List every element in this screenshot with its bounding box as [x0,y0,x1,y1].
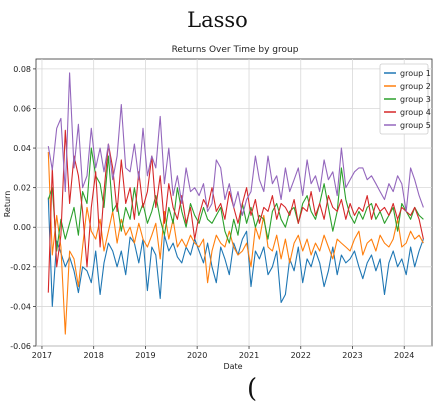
series-lines [47,72,424,335]
x-tick-label: 2020 [187,351,207,360]
y-tick-label: 0.08 [13,65,31,74]
y-tick-label: -0.06 [10,342,31,351]
legend-box [379,63,429,135]
x-tick-label: 2024 [394,351,414,360]
returns-chart: Returns Over Time by group 2017 2018 2019 2… [3,45,433,371]
series-line-group-4 [47,129,424,293]
legend-label: group 1 [400,69,431,78]
y-tick-label: 0.00 [13,223,31,232]
x-tick-label: 2017 [32,351,52,360]
x-axis-label: Date [223,362,242,371]
x-tick-label: 2019 [135,351,155,360]
x-tick-label: 2018 [84,351,104,360]
legend-label: group 5 [400,121,431,130]
y-tick-label: 0.04 [13,144,31,153]
legend: group 1 group 2 group 3 group 4 group 5 [379,63,431,135]
x-tick-label: 2022 [291,351,311,360]
series-line-group-1 [47,197,424,307]
footer-glyph: ( [247,374,258,404]
y-tick-label: -0.04 [10,302,31,311]
legend-label: group 3 [400,95,431,104]
y-tick-label: 0.02 [13,184,31,193]
legend-label: group 4 [400,108,431,117]
axis-ticks: 2017 2018 2019 2020 2021 2022 2023 2024 -0.06 -0.… [10,65,414,360]
series-line-group-3 [47,147,424,252]
y-axis-label: Return [3,191,12,218]
legend-label: group 2 [400,82,431,91]
x-tick-label: 2021 [239,351,259,360]
y-tick-label: -0.02 [10,263,31,272]
page-title: Lasso [187,8,248,32]
series-line-group-2 [47,151,424,335]
x-tick-label: 2023 [342,351,362,360]
plot-area [35,58,433,347]
y-tick-label: 0.06 [13,104,31,113]
series-line-group-5 [47,72,424,216]
chart-title: Returns Over Time by group [172,45,299,55]
